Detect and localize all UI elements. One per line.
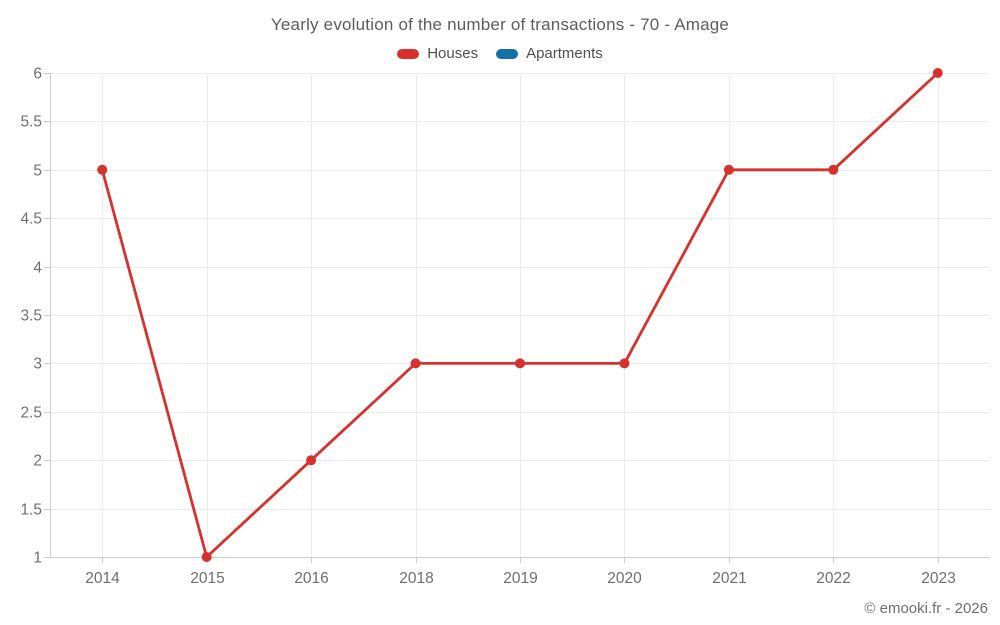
chart-title: Yearly evolution of the number of transa… xyxy=(270,15,730,34)
data-point-houses-2021[interactable] xyxy=(723,164,734,175)
x-tick-label: 2016 xyxy=(294,570,328,587)
y-tick-label: 4.5 xyxy=(20,211,42,228)
x-tick-label: 2020 xyxy=(607,570,642,587)
y-tick-label: 1.5 xyxy=(20,502,42,519)
y-tick-label: 1 xyxy=(33,550,42,567)
legend-item-houses[interactable]: Houses xyxy=(397,45,478,62)
x-tick-label: 2015 xyxy=(190,570,224,587)
x-tick-label: 2018 xyxy=(399,570,433,587)
y-tick-label: 3.5 xyxy=(20,308,42,325)
data-point-houses-2020[interactable] xyxy=(619,358,630,369)
y-tick-label: 6 xyxy=(33,66,42,83)
data-point-houses-2016[interactable] xyxy=(306,455,317,466)
data-point-houses-2015[interactable] xyxy=(201,552,212,562)
y-tick-label: 2.5 xyxy=(20,405,42,422)
y-tick-label: 5.5 xyxy=(20,114,42,131)
x-tick-label: 2014 xyxy=(85,570,120,587)
legend-label: Apartments xyxy=(526,45,603,62)
legend-swatch-apartments xyxy=(496,48,519,59)
data-point-houses-2014[interactable] xyxy=(97,164,108,175)
data-point-houses-2019[interactable] xyxy=(515,358,525,369)
legend-swatch-houses xyxy=(397,48,420,59)
data-point-houses-2023[interactable] xyxy=(932,68,943,78)
data-point-houses-2018[interactable] xyxy=(410,358,421,369)
y-tick-label: 3 xyxy=(33,356,42,373)
legend-item-apartments[interactable]: Apartments xyxy=(496,45,603,62)
footer-credit: © emooki.fr - 2026 xyxy=(864,600,988,617)
y-tick-label: 4 xyxy=(33,260,42,277)
x-tick-label: 2021 xyxy=(712,570,746,587)
data-point-houses-2022[interactable] xyxy=(828,164,839,175)
y-tick-label: 5 xyxy=(33,163,42,180)
x-tick-label: 2019 xyxy=(503,570,537,587)
legend: Houses Apartments xyxy=(0,45,1000,62)
x-tick-label: 2023 xyxy=(921,570,955,587)
legend-label: Houses xyxy=(427,45,479,62)
x-tick-label: 2022 xyxy=(816,570,850,587)
y-tick-label: 2 xyxy=(33,453,42,470)
